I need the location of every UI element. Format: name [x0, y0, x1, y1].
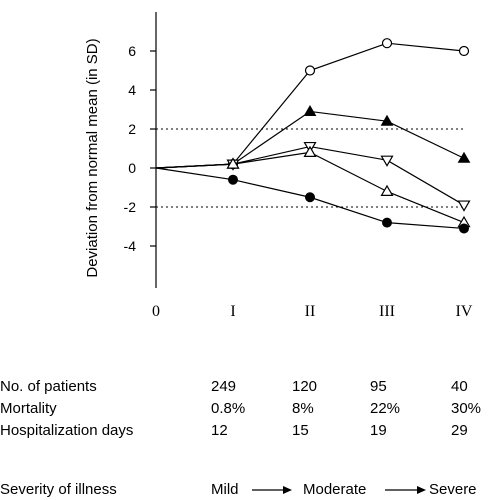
table-row: No. of patients 249 120 95 40 — [0, 377, 493, 397]
table-cell: 0.8% — [211, 400, 246, 417]
severity-label: Severity of illness — [0, 481, 117, 498]
data-point — [228, 174, 238, 185]
y-tick-label: 4 — [128, 82, 136, 98]
table-cell: 19 — [370, 422, 387, 439]
series-group — [155, 38, 471, 234]
severity-severe: Severe — [429, 481, 477, 498]
y-axis-label: Deviation from normal mean (in SD) — [84, 38, 101, 277]
table-cell: 30% — [451, 400, 482, 417]
row-label: Mortality — [0, 400, 57, 417]
data-point — [303, 145, 317, 157]
table-cell: 22% — [370, 400, 401, 417]
table-cell: 40 — [451, 378, 468, 395]
table-cell: 29 — [451, 422, 468, 439]
row-label: No. of patients — [0, 378, 97, 395]
chart-area: Deviation from normal mean (in SD) 6 4 2 0 -… — [84, 12, 473, 320]
arrow-right-icon — [252, 486, 292, 494]
data-point — [305, 192, 315, 203]
data-point — [226, 157, 240, 169]
x-tick-label: 0 — [152, 303, 160, 320]
x-tick-label: IV — [456, 303, 473, 320]
y-tick-label: -2 — [124, 199, 137, 215]
x-tick-label: II — [305, 303, 316, 320]
data-point — [380, 184, 394, 196]
data-point — [380, 155, 394, 167]
data-point — [458, 45, 470, 57]
severity-mild: Mild — [211, 481, 239, 498]
reference-lines — [156, 128, 466, 208]
table-cell: 95 — [370, 378, 387, 395]
table-cell: 12 — [211, 422, 228, 439]
data-point — [303, 104, 317, 116]
data-point — [304, 65, 316, 76]
row-label: Hospitalization days — [0, 422, 134, 439]
data-point — [380, 114, 394, 126]
data-point — [459, 223, 469, 234]
table-cell: 15 — [292, 422, 309, 439]
table-cell: 249 — [211, 378, 237, 395]
arrow-right-icon — [385, 486, 426, 494]
y-tick-label: 0 — [128, 160, 136, 176]
y-ticks: 6 4 2 0 -2 -4 — [124, 43, 156, 254]
series-line — [155, 110, 465, 169]
x-tick-label: I — [230, 303, 235, 320]
y-tick-label: -4 — [124, 238, 137, 254]
series-line — [155, 151, 465, 224]
table-cell: 8% — [292, 400, 314, 417]
severity-moderate: Moderate — [303, 481, 367, 498]
table-row: Hospitalization days 12 15 19 29 — [0, 421, 493, 441]
table-cell: 120 — [292, 378, 318, 395]
x-ticks: 0 I II III IV — [152, 303, 473, 320]
data-point — [381, 38, 393, 49]
data-point — [457, 151, 471, 163]
y-tick-label: 2 — [128, 121, 136, 137]
table-row: Mortality 0.8% 8% 22% 30% — [0, 399, 493, 419]
y-tick-label: 6 — [128, 43, 136, 59]
data-point — [382, 217, 392, 228]
x-tick-label: III — [379, 303, 395, 320]
data-point — [457, 200, 471, 212]
